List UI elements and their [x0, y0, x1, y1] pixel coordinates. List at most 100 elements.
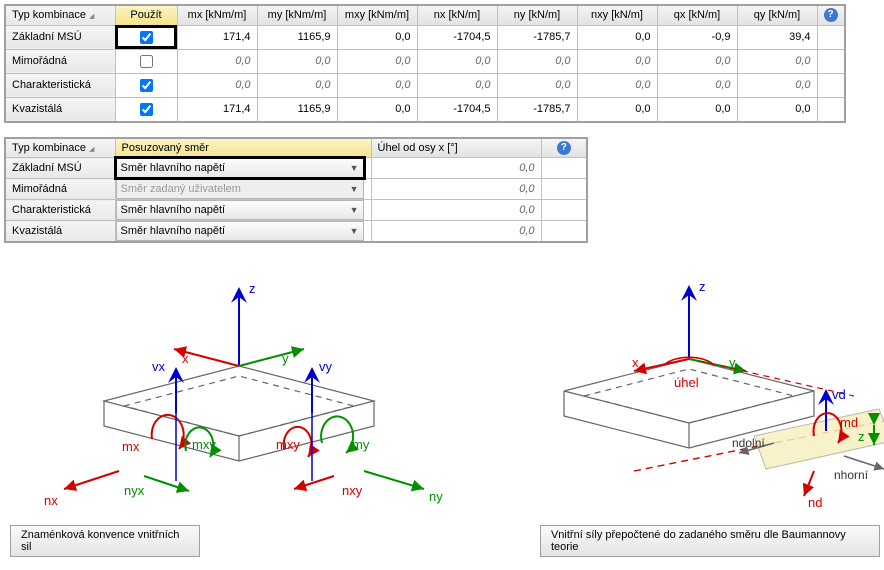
col-mx[interactable]: mx [kNm/m] [177, 5, 257, 25]
angle-cell[interactable]: 0,0 [371, 179, 541, 200]
use-checkbox-cell[interactable] [115, 25, 177, 49]
col-use[interactable]: Použít [115, 5, 177, 25]
caption-right: Vnitřní síly přepočtené do zadaného směr… [540, 525, 880, 557]
row-label[interactable]: Charakteristická [5, 200, 115, 221]
use-checkbox-cell[interactable] [115, 73, 177, 97]
cell-my[interactable]: 0,0 [257, 73, 337, 97]
cell-nxy[interactable]: 0,0 [577, 25, 657, 49]
angle-cell[interactable]: 0,0 [371, 221, 541, 243]
col2-angle[interactable]: Úhel od osy x [°] [371, 138, 541, 158]
use-checkbox[interactable] [140, 55, 153, 68]
col-ny[interactable]: ny [kN/m] [497, 5, 577, 25]
direction-dropdown[interactable]: Směr hlavního napětí▼ [116, 221, 364, 241]
col-nxy[interactable]: nxy [kN/m] [577, 5, 657, 25]
row-label[interactable]: Kvazistálá [5, 221, 115, 243]
help-cell[interactable]: ? [817, 5, 845, 25]
cell-mxy[interactable]: 0,0 [337, 25, 417, 49]
angle-cell[interactable]: 0,0 [371, 158, 541, 179]
col-type[interactable]: Typ kombinace ◢ [5, 5, 115, 25]
row-label[interactable]: Kvazistálá [5, 97, 115, 122]
cell-mxy[interactable]: 0,0 [337, 49, 417, 73]
row-label[interactable]: Mimořádná [5, 49, 115, 73]
cell-mx[interactable]: 171,4 [177, 97, 257, 122]
dir-cell[interactable]: Směr hlavního napětí▼ [115, 158, 371, 179]
cell-mxy[interactable]: 0,0 [337, 73, 417, 97]
cell-mx[interactable]: 171,4 [177, 25, 257, 49]
table-row: Kvazistálá171,41165,90,0-1704,5-1785,70,… [5, 97, 845, 122]
table-row: Základní MSÚ171,41165,90,0-1704,5-1785,7… [5, 25, 845, 49]
cell-nx[interactable]: 0,0 [417, 49, 497, 73]
help2-cell[interactable]: ? [541, 138, 587, 158]
help-icon[interactable]: ? [557, 141, 571, 155]
use-checkbox[interactable] [140, 79, 153, 92]
table-row: Základní MSÚSměr hlavního napětí▼ 0,0 [5, 158, 587, 179]
chevron-down-icon: ▼ [350, 184, 359, 194]
cell-mx[interactable]: 0,0 [177, 73, 257, 97]
cell-qx[interactable]: -0,9 [657, 25, 737, 49]
direction-dropdown: Směr zadaný uživatelem ▼ [116, 179, 364, 199]
col-qy[interactable]: qy [kN/m] [737, 5, 817, 25]
cell-ny[interactable]: -1785,7 [497, 25, 577, 49]
label-nyx: nyx [124, 483, 145, 498]
use-checkbox-cell[interactable] [115, 97, 177, 122]
cell-nxy[interactable]: 0,0 [577, 49, 657, 73]
dir-cell[interactable]: Směr zadaný uživatelem ▼ [115, 179, 371, 200]
row-label[interactable]: Základní MSÚ [5, 25, 115, 49]
dropdown-value: Směr zadaný uživatelem [121, 183, 241, 195]
cell-my[interactable]: 1165,9 [257, 97, 337, 122]
table-row: Mimořádná0,00,00,00,00,00,00,00,0 [5, 49, 845, 73]
cell-ny[interactable]: 0,0 [497, 49, 577, 73]
label-mx: mx [122, 439, 140, 454]
row-label[interactable]: Základní MSÚ [5, 158, 115, 179]
col-mxy[interactable]: mxy [kNm/m] [337, 5, 417, 25]
cell-nx[interactable]: -1704,5 [417, 97, 497, 122]
label-mxy: mxy [192, 437, 216, 452]
row-label[interactable]: Charakteristická [5, 73, 115, 97]
col-qx[interactable]: qx [kN/m] [657, 5, 737, 25]
label2-z: z [699, 279, 706, 294]
cell-qy[interactable]: 0,0 [737, 49, 817, 73]
angle-cell[interactable]: 0,0 [371, 200, 541, 221]
cell-nx[interactable]: 0,0 [417, 73, 497, 97]
cell-nxy[interactable]: 0,0 [577, 73, 657, 97]
table-row: Charakteristická0,00,00,00,00,00,00,00,0 [5, 73, 845, 97]
cell-ny[interactable]: 0,0 [497, 73, 577, 97]
cell-my[interactable]: 0,0 [257, 49, 337, 73]
cell-qy[interactable]: 0,0 [737, 97, 817, 122]
use-checkbox[interactable] [140, 103, 153, 116]
col2-dir[interactable]: Posuzovaný směr [115, 138, 371, 158]
help-icon[interactable]: ? [824, 8, 838, 22]
col-nx[interactable]: nx [kN/m] [417, 5, 497, 25]
cell-qy[interactable]: 0,0 [737, 73, 817, 97]
label2-y: y [729, 355, 736, 370]
label-nxy: nxy [342, 483, 363, 498]
label2-vd: vd [832, 387, 846, 402]
cell-qx[interactable]: 0,0 [657, 73, 737, 97]
cell-ny[interactable]: -1785,7 [497, 97, 577, 122]
use-checkbox[interactable] [140, 31, 153, 44]
chevron-down-icon: ▼ [350, 226, 359, 236]
row-label[interactable]: Mimořádná [5, 179, 115, 200]
cell-qx[interactable]: 0,0 [657, 49, 737, 73]
cell-my[interactable]: 1165,9 [257, 25, 337, 49]
label-vx: vx [152, 359, 166, 374]
diagram-baumann: z x y úhel ndolní nhorní vd md [514, 271, 884, 511]
cell-qy[interactable]: 39,4 [737, 25, 817, 49]
cell-empty [817, 25, 845, 49]
cell-mx[interactable]: 0,0 [177, 49, 257, 73]
cell-nxy[interactable]: 0,0 [577, 97, 657, 122]
col-my[interactable]: my [kNm/m] [257, 5, 337, 25]
direction-dropdown[interactable]: Směr hlavního napětí▼ [116, 158, 364, 178]
dir-cell[interactable]: Směr hlavního napětí▼ [115, 200, 371, 221]
use-checkbox-cell[interactable] [115, 49, 177, 73]
cell-nx[interactable]: -1704,5 [417, 25, 497, 49]
direction-dropdown[interactable]: Směr hlavního napětí▼ [116, 200, 364, 220]
label-mxy2: mxy [276, 437, 300, 452]
dropdown-value: Směr hlavního napětí [121, 162, 226, 174]
label-x: x [182, 351, 189, 366]
label2-x: x [632, 355, 639, 370]
cell-qx[interactable]: 0,0 [657, 97, 737, 122]
dir-cell[interactable]: Směr hlavního napětí▼ [115, 221, 371, 243]
cell-mxy[interactable]: 0,0 [337, 97, 417, 122]
col2-type[interactable]: Typ kombinace ◢ [5, 138, 115, 158]
